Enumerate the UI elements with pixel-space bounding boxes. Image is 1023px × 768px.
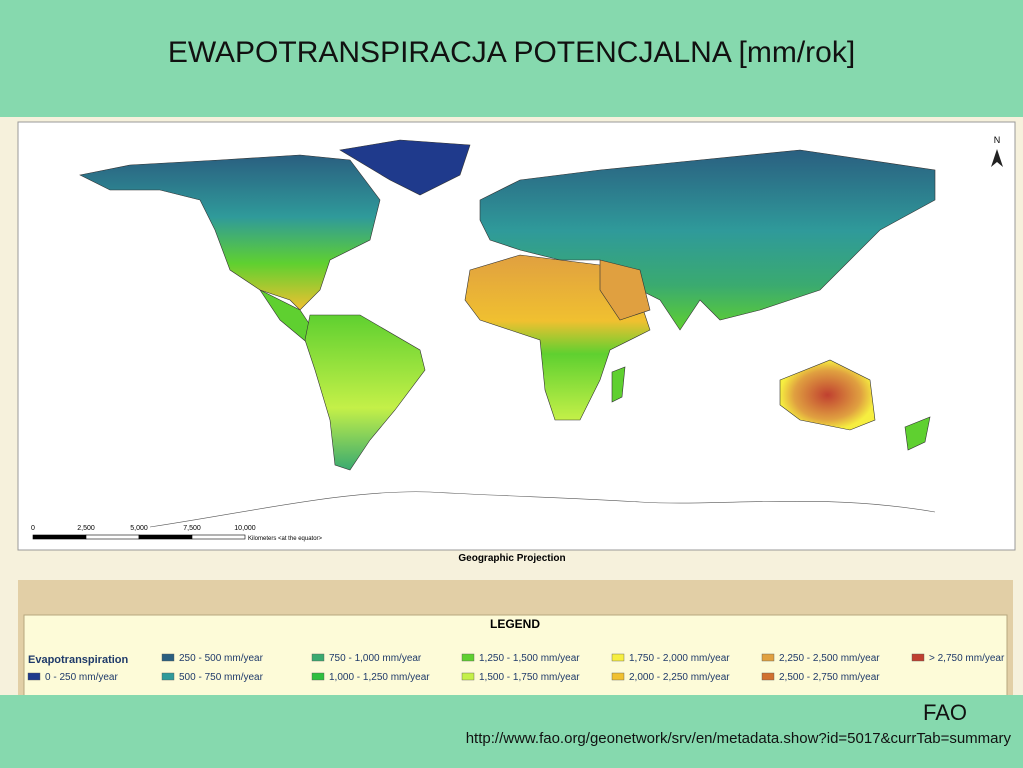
north-label: N — [994, 135, 1001, 145]
scale-label: 10,000 — [234, 525, 256, 532]
new-zealand — [904, 416, 931, 451]
scale-segment — [32, 534, 87, 540]
continents — [79, 139, 936, 528]
greenland — [339, 139, 471, 196]
legend-swatch — [161, 672, 175, 681]
legend-swatch — [27, 672, 41, 681]
legend-title: LEGEND — [490, 617, 540, 631]
legend-label: 750 - 1,000 mm/year — [329, 653, 422, 664]
source-name: FAO — [922, 700, 967, 725]
legend-swatch — [611, 672, 625, 681]
arabia — [599, 259, 651, 321]
legend-label: 1,250 - 1,500 mm/year — [479, 653, 580, 664]
legend-swatch — [311, 653, 325, 662]
legend-label: 1,000 - 1,250 mm/year — [329, 672, 430, 683]
scale-segment — [138, 534, 193, 540]
header-band — [0, 0, 1023, 117]
scale-bar: 0 2,500 5,000 7,500 10,000 Kilometers <at the… — [31, 525, 322, 542]
south-america — [304, 314, 426, 471]
scale-segment — [191, 534, 246, 540]
legend-swatch — [161, 653, 175, 662]
north-arrow — [991, 149, 1003, 167]
antarctica-outline — [149, 491, 936, 528]
scale-segment — [85, 534, 140, 540]
legend-swatch — [311, 672, 325, 681]
legend-label: 1,750 - 2,000 mm/year — [629, 653, 730, 664]
scale-unit: Kilometers <at the equator> — [248, 536, 323, 542]
eurasia — [479, 149, 936, 331]
footer-band — [0, 695, 1023, 768]
slide-title: EWAPOTRANSPIRACJA POTENCJALNA [mm/rok] — [167, 36, 856, 69]
scale-label: 2,500 — [77, 525, 95, 532]
legend-swatch — [611, 653, 625, 662]
legend-label: > 2,750 mm/year — [929, 653, 1005, 664]
legend-label: 2,500 - 2,750 mm/year — [779, 672, 880, 683]
legend-items: 0 - 250 mm/year 250 - 500 mm/year 500 - 75… — [27, 653, 1005, 683]
legend-label: 2,250 - 2,500 mm/year — [779, 653, 880, 664]
north-america — [79, 154, 381, 311]
legend-panel — [23, 614, 1008, 697]
legend-label: 0 - 250 mm/year — [45, 672, 118, 683]
scale-label: 5,000 — [130, 525, 148, 532]
legend-swatch — [461, 672, 475, 681]
madagascar — [611, 366, 626, 403]
legend-label: 2,000 - 2,250 mm/year — [629, 672, 730, 683]
projection-label: Geographic Projection — [458, 553, 565, 564]
map-figure: N 0 2,500 5,000 7,500 10,000 Kilometers <at t… — [17, 121, 1016, 697]
legend-label: 1,500 - 1,750 mm/year — [479, 672, 580, 683]
legend-label: 500 - 750 mm/year — [179, 672, 264, 683]
legend-swatch — [911, 653, 925, 662]
legend-swatch — [761, 653, 775, 662]
scale-label: 0 — [31, 525, 35, 532]
scale-label: 7,500 — [183, 525, 201, 532]
legend-swatch — [461, 653, 475, 662]
legend-variable: Evapotranspiration — [28, 654, 129, 666]
legend-label: 250 - 500 mm/year — [179, 653, 264, 664]
legend-swatch — [761, 672, 775, 681]
source-url: http://www.fao.org/geonetwork/srv/en/met… — [465, 730, 1011, 747]
australia — [779, 359, 876, 431]
